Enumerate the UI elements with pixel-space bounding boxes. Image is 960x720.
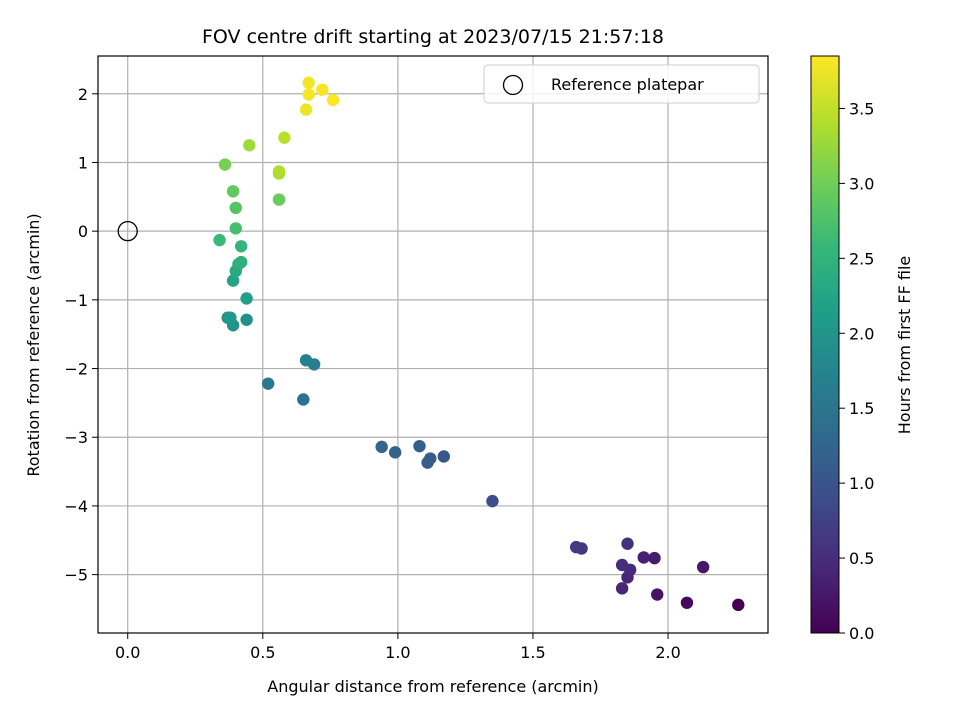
data-point [299,354,313,367]
data-point [262,377,275,390]
data-point [229,222,242,235]
y-tick-label: −2 [64,360,88,379]
data-points [213,76,745,612]
data-point [213,233,226,247]
data-point [621,537,634,550]
data-point [316,83,329,96]
data-point [569,540,583,554]
data-point [615,558,629,572]
data-point [272,193,286,206]
x-tick-label: 1.0 [385,643,410,662]
x-tick-label: 0.5 [250,643,275,662]
data-point [226,274,240,287]
data-point [388,446,402,459]
data-point [375,440,388,454]
colorbar [810,55,840,634]
y-tick-label: −4 [64,497,88,516]
data-point [297,393,310,406]
data-point [648,551,661,565]
data-point [680,596,694,609]
chart-title: FOV centre drift starting at 2023/07/15 … [202,26,664,48]
y-axis-ticks: 2 1 0 −1 −2 −3 −4 −5 [64,85,98,585]
y-tick-label: −1 [64,291,88,310]
y-tick-label: 0 [78,222,88,241]
colorbar-tick-label: 1.0 [849,474,874,493]
grid-lines [98,56,768,633]
legend-marker [502,74,524,96]
data-point [229,201,242,215]
colorbar-tick-label: 0.5 [849,549,874,568]
data-point [218,158,232,171]
x-tick-label: 0.0 [115,643,140,662]
legend: Reference platepar [483,64,760,104]
reference-platepar-marker [117,221,138,242]
data-point [243,139,256,152]
data-point [651,588,664,601]
x-tick-label: 1.5 [520,643,545,662]
data-point [302,88,315,101]
y-axis-label: Rotation from reference (arcmin) [24,213,43,476]
data-point [226,185,240,198]
data-point [234,255,248,269]
legend-entry-reference-platepar: Reference platepar [551,75,704,94]
reference-marker-group [117,221,138,242]
y-tick-label: 1 [78,153,88,172]
data-point [326,93,340,107]
legend-box [483,64,760,104]
data-point [637,551,650,564]
colorbar-tick-label: 1.5 [849,399,874,418]
data-point [421,456,434,469]
y-tick-label: 2 [78,85,88,104]
y-tick-label: −3 [64,428,88,447]
data-point [240,313,253,326]
colorbar-ticks: 0.0 0.5 1.0 1.5 2.0 2.5 3.0 3.5 [839,99,874,643]
colorbar-label: Hours from first FF file [895,256,914,435]
x-tick-label: 2.0 [655,643,680,662]
data-point [224,311,237,324]
data-point [413,439,426,453]
plot-frame [97,55,769,634]
data-point [240,292,253,305]
colorbar-tick-label: 3.0 [849,174,874,193]
data-point [732,598,745,612]
data-point [437,450,451,463]
data-point [272,165,286,178]
data-point [299,103,313,116]
colorbar-tick-label: 2.5 [849,249,874,268]
data-point [615,582,629,595]
colorbar-tick-label: 2.0 [849,324,874,343]
colorbar-tick-label: 0.0 [849,624,874,643]
x-axis-label: Angular distance from reference (arcmin) [267,677,598,696]
data-point [234,240,248,253]
x-axis-ticks: 0.0 0.5 1.0 1.5 2.0 [115,633,681,662]
colorbar-tick-label: 3.5 [849,99,874,118]
y-tick-label: −5 [64,566,88,585]
data-point [696,560,710,574]
data-point [278,131,291,144]
data-point [302,76,315,89]
data-point [486,494,499,508]
